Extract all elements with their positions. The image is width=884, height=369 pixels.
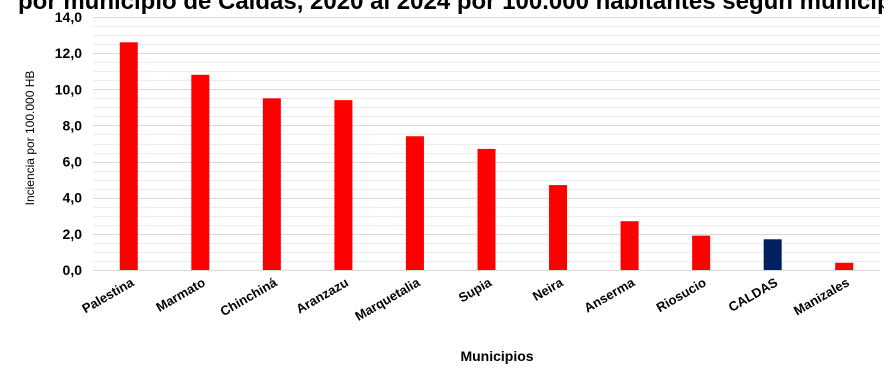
bar-caldas [763, 239, 782, 270]
x-tick-label: Chinchiná [217, 274, 280, 319]
x-tick-labels: Palestina Marmato Chinchiná Aranzazu Marquet… [79, 274, 851, 323]
x-tick-label: Marquetalia [352, 274, 423, 323]
y-tick-label: 6,0 [63, 154, 83, 170]
y-tick-labels: 0,0 2,0 4,0 6,0 8,0 10,0 12,0 14,0 [55, 9, 82, 278]
x-tick-label: Aranzazu [293, 275, 351, 317]
y-tick-label: 0,0 [63, 262, 83, 278]
bar-riosucio [692, 235, 711, 270]
x-tick-label: Manizales [791, 275, 852, 319]
y-tick-label: 2,0 [63, 226, 83, 242]
bar-chinchiná [262, 98, 281, 270]
bar-supia [477, 148, 496, 270]
bars [119, 42, 854, 270]
y-tick-label: 14,0 [55, 9, 82, 25]
x-tick-label: Palestina [79, 274, 137, 316]
x-tick-label: Riosucio [654, 275, 709, 315]
bar-neira [549, 185, 568, 270]
x-tick-label: CALDAS [726, 274, 781, 314]
bar-marquetalia [405, 136, 424, 270]
bar-aranzazu [334, 100, 353, 270]
x-tick-label: Marmato [153, 275, 207, 315]
y-tick-label: 10,0 [55, 81, 82, 97]
y-tick-label: 12,0 [55, 45, 82, 61]
y-axis-label: Inciencia por 100.000 HB [23, 71, 37, 206]
y-tick-label: 4,0 [63, 190, 83, 206]
bar-palestina [119, 42, 138, 270]
x-tick-label: Supia [456, 274, 495, 305]
y-tick-label: 8,0 [63, 117, 83, 133]
x-tick-label: Anserma [581, 274, 637, 315]
bar-marmato [191, 74, 210, 270]
x-tick-label: Neira [530, 274, 566, 304]
bar-anserma [620, 221, 639, 270]
chart-title: por municipio de Caldas, 2020 al 2024 po… [18, 0, 884, 15]
bar-manizales [835, 262, 854, 270]
x-axis-label: Municipios [460, 348, 533, 364]
